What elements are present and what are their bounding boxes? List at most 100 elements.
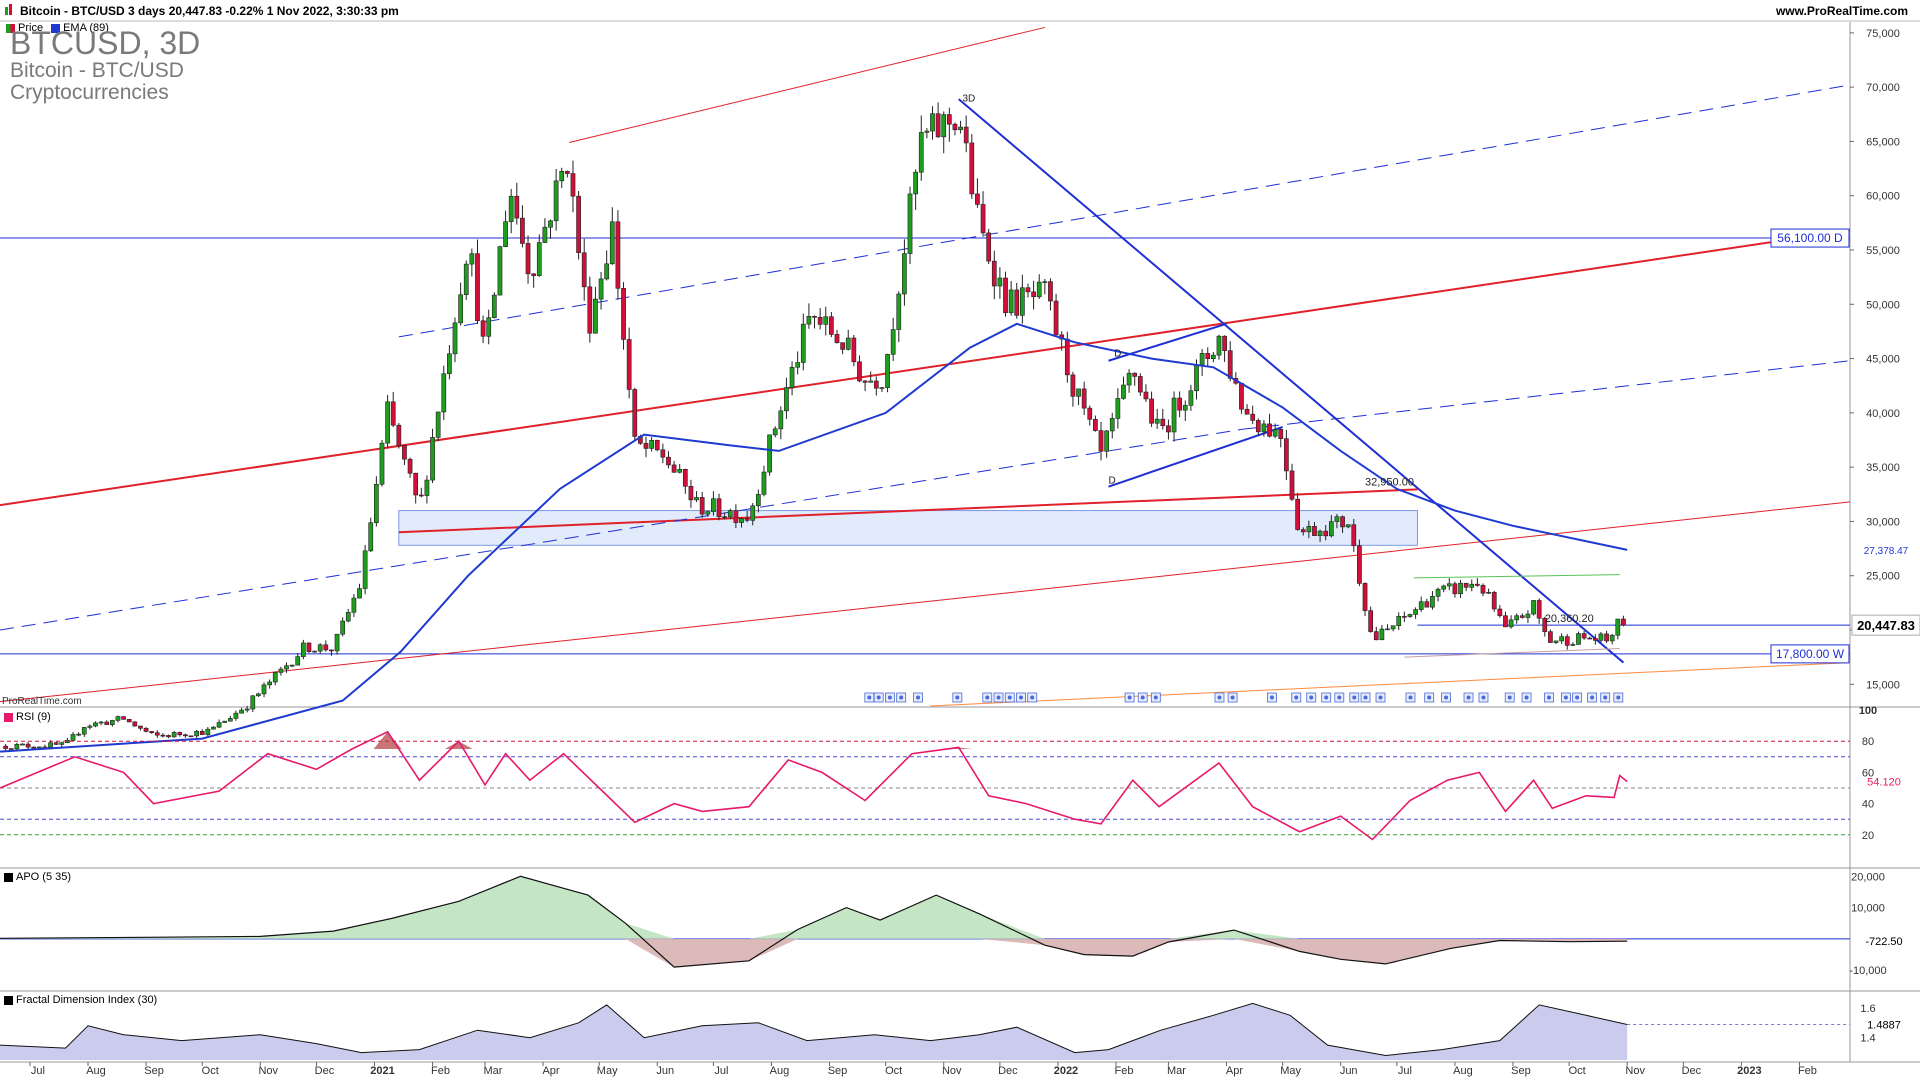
- fdi-panel-label[interactable]: Fractal Dimension Index (30): [4, 994, 158, 1006]
- candle-down[interactable]: [654, 439, 660, 452]
- candle-up[interactable]: [1121, 376, 1126, 400]
- candle-up[interactable]: [761, 465, 767, 497]
- rsi-panel-label[interactable]: RSI (9): [4, 711, 51, 723]
- candle-down[interactable]: [413, 472, 419, 504]
- candle-down[interactable]: [3, 744, 8, 751]
- candle-up[interactable]: [362, 544, 368, 595]
- candle-up[interactable]: [1188, 384, 1194, 411]
- candle-down[interactable]: [177, 731, 183, 737]
- candle-up[interactable]: [284, 662, 289, 673]
- candle-down[interactable]: [671, 460, 677, 473]
- event-marker-icon[interactable]: [1521, 692, 1532, 703]
- candle-down[interactable]: [143, 727, 149, 733]
- event-marker-icon[interactable]: [1572, 692, 1583, 703]
- red-support-line[interactable]: [398, 488, 1418, 534]
- candle-up[interactable]: [755, 489, 761, 513]
- candle-up[interactable]: [907, 186, 913, 265]
- candle-down[interactable]: [626, 327, 632, 399]
- candle-down[interactable]: [834, 329, 840, 344]
- candle-up[interactable]: [211, 726, 216, 730]
- range-bottom-line[interactable]: [1404, 647, 1620, 658]
- apo-panel-label[interactable]: APO (5 35): [4, 871, 72, 883]
- event-marker-icon[interactable]: [993, 692, 1004, 703]
- candle-up[interactable]: [1435, 587, 1441, 602]
- candle-down[interactable]: [688, 479, 694, 508]
- candle-up[interactable]: [1598, 632, 1604, 643]
- ema-89-line[interactable]: [0, 322, 1628, 753]
- candle-down[interactable]: [1587, 636, 1593, 640]
- candle-up[interactable]: [1115, 388, 1121, 429]
- candle-up[interactable]: [244, 705, 250, 713]
- candle-down[interactable]: [873, 376, 879, 396]
- candle-up[interactable]: [508, 189, 514, 234]
- candle-up[interactable]: [109, 719, 115, 727]
- candle-up[interactable]: [216, 719, 222, 729]
- candle-up[interactable]: [1469, 579, 1475, 592]
- candle-down[interactable]: [1581, 630, 1587, 640]
- candle-down[interactable]: [1166, 419, 1171, 440]
- event-marker-icon[interactable]: [873, 692, 884, 703]
- candle-down[interactable]: [1548, 629, 1553, 643]
- candle-up[interactable]: [469, 248, 475, 277]
- candle-down[interactable]: [1070, 371, 1076, 407]
- candle-up[interactable]: [1570, 642, 1576, 647]
- candle-up[interactable]: [1486, 588, 1491, 595]
- candle-down[interactable]: [975, 178, 980, 208]
- candle-down[interactable]: [1289, 463, 1295, 502]
- candle-down[interactable]: [1503, 611, 1508, 628]
- candle-down[interactable]: [480, 315, 486, 344]
- candle-down[interactable]: [615, 210, 621, 300]
- candle-down[interactable]: [1014, 282, 1020, 319]
- candle-down[interactable]: [1357, 539, 1362, 587]
- candle-down[interactable]: [1475, 578, 1480, 587]
- candle-down[interactable]: [183, 733, 188, 738]
- candle-down[interactable]: [329, 649, 334, 656]
- event-marker-icon[interactable]: [1441, 692, 1451, 703]
- candle-up[interactable]: [879, 387, 885, 392]
- candle-up[interactable]: [441, 365, 447, 421]
- candle-down[interactable]: [564, 170, 570, 178]
- candle-up[interactable]: [1008, 281, 1014, 316]
- legend-price[interactable]: Price: [6, 22, 43, 34]
- candle-up[interactable]: [385, 395, 390, 449]
- candle-up[interactable]: [694, 491, 699, 503]
- candle-down[interactable]: [1222, 335, 1227, 362]
- candle-up[interactable]: [896, 291, 902, 343]
- candle-down[interactable]: [323, 640, 329, 652]
- candle-up[interactable]: [379, 440, 385, 487]
- candle-up[interactable]: [1306, 520, 1312, 539]
- candle-up[interactable]: [59, 741, 65, 747]
- candle-down[interactable]: [1267, 413, 1272, 438]
- candle-down[interactable]: [1053, 293, 1059, 338]
- candle-down[interactable]: [25, 742, 31, 750]
- orange-channel-line[interactable]: [930, 662, 1851, 707]
- candle-up[interactable]: [1334, 513, 1340, 529]
- candle-up[interactable]: [941, 111, 947, 154]
- candle-down[interactable]: [1227, 341, 1233, 382]
- candle-up[interactable]: [772, 426, 778, 438]
- candle-up[interactable]: [1531, 600, 1536, 616]
- candle-up[interactable]: [278, 666, 284, 676]
- candle-up[interactable]: [750, 503, 756, 526]
- candle-down[interactable]: [1205, 347, 1211, 366]
- candle-down[interactable]: [1255, 418, 1261, 436]
- candle-down[interactable]: [812, 315, 817, 329]
- candle-up[interactable]: [1418, 596, 1424, 612]
- blue-dashed-lower-line[interactable]: [0, 428, 1244, 631]
- event-marker-icon[interactable]: [1405, 692, 1416, 703]
- candle-up[interactable]: [727, 508, 733, 520]
- candle-up[interactable]: [1441, 584, 1447, 593]
- candle-down[interactable]: [126, 719, 132, 723]
- candle-up[interactable]: [491, 292, 497, 319]
- candle-up[interactable]: [789, 361, 795, 396]
- candle-up[interactable]: [1199, 348, 1205, 377]
- candle-up[interactable]: [559, 167, 565, 189]
- candle-up[interactable]: [677, 463, 683, 474]
- candle-down[interactable]: [1003, 271, 1008, 317]
- candle-down[interactable]: [1244, 404, 1250, 415]
- candle-down[interactable]: [1081, 381, 1087, 416]
- red-channel-upper-line[interactable]: [569, 26, 1045, 144]
- candle-up[interactable]: [1211, 352, 1216, 363]
- event-marker-icon[interactable]: [1334, 692, 1345, 703]
